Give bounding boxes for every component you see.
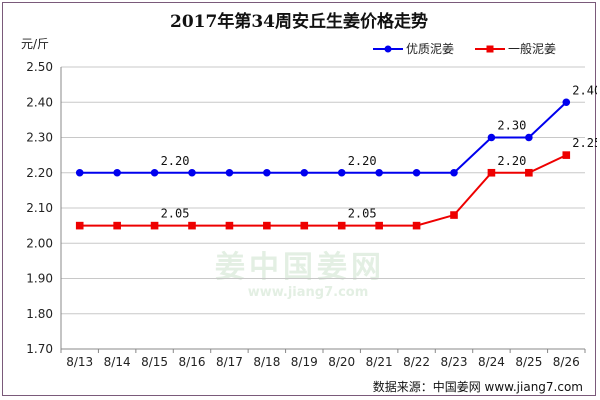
data-point [75,168,84,177]
data-point [450,168,458,177]
y-axis: 1.70 1.80 1.90 2.00 2.10 2.20 2.30 2.40 2.50 [26,60,62,356]
data-point [412,168,421,177]
x-tick-label: 8/21 [366,355,393,369]
data-point [450,211,458,219]
y-tick-label: 2.50 [26,60,53,74]
watermark-url: www.jiang7.com [248,285,369,300]
data-point [225,221,234,230]
x-tick-label: 8/13 [66,355,93,369]
y-gridlines [61,66,585,350]
y-tick-label: 1.90 [26,272,53,286]
x-tick-label: 8/20 [328,355,355,369]
data-point [150,221,159,230]
x-tick-label: 8/25 [515,355,542,369]
data-label: 2.20 [161,154,190,168]
data-point [562,98,571,107]
data-point [263,168,271,177]
legend: 优质泥姜 一般泥姜 [373,41,556,56]
x-tick-label: 8/18 [253,355,280,369]
x-tick-label: 8/24 [478,355,505,369]
legend-marker-regular [486,45,494,53]
data-label: 2.30 [497,119,526,133]
data-point [525,168,533,177]
chart-title: 2017年第34周安丘生姜价格走势 [170,11,428,32]
data-source: 数据来源：中国姜网 www.jiang7.com [373,379,583,394]
chart-frame: 2017年第34周安丘生姜价格走势 元/斤 优质泥姜 一般泥姜 姜中国姜网 ww… [2,2,597,396]
x-tick-label: 8/14 [104,355,131,369]
data-label: 2.25 [572,136,597,150]
data-point [487,168,496,177]
x-tick-label: 8/23 [441,355,468,369]
data-point [75,221,84,230]
x-tick-label: 8/19 [291,355,318,369]
data-point [562,151,571,159]
x-tick-label: 8/22 [403,355,430,369]
data-point [375,168,383,177]
data-point [300,221,309,230]
x-tick-label: 8/17 [216,355,243,369]
data-point [188,221,196,230]
data-label: 2.05 [161,207,190,221]
data-point [113,168,121,177]
y-axis-unit: 元/斤 [21,37,49,51]
series-line-premium [79,101,567,174]
x-axis: 8/13 8/14 8/15 8/16 8/17 8/18 8/19 8/20 8/21 8/22… [60,348,586,369]
y-tick-label: 2.00 [26,236,53,250]
data-point [375,221,383,230]
data-point [412,221,421,230]
data-point [150,168,159,177]
data-point [525,133,533,142]
legend-marker-premium [384,45,392,53]
legend-label-regular: 一般泥姜 [508,41,556,56]
y-tick-label: 2.40 [26,95,53,109]
y-tick-label: 2.30 [26,131,53,145]
watermark-logo-text: 姜中国姜网 [215,250,385,285]
y-tick-label: 1.80 [26,307,53,321]
watermark: 姜中国姜网 www.jiang7.com [215,250,385,300]
x-tick-label: 8/16 [179,355,206,369]
data-point [113,221,121,230]
line-chart: 2017年第34周安丘生姜价格走势 元/斤 优质泥姜 一般泥姜 姜中国姜网 ww… [21,11,597,394]
data-label: 2.20 [348,154,377,168]
data-point [487,133,496,142]
plot-area: 2.20 2.20 2.30 2.40 2.05 2.05 2.20 2.25 [75,83,597,230]
data-point [337,168,346,177]
data-point [337,221,346,230]
y-tick-label: 1.70 [26,342,53,356]
data-point [188,168,196,177]
x-tick-label: 8/26 [553,355,580,369]
y-tick-label: 2.10 [26,201,53,215]
series-line-regular [79,154,567,227]
y-tick-label: 2.20 [26,166,53,180]
legend-label-premium: 优质泥姜 [406,42,454,56]
x-tick-label: 8/15 [141,355,168,369]
data-point [263,221,271,230]
data-point [300,168,309,177]
data-label: 2.05 [348,207,377,221]
data-label: 2.40 [572,83,597,97]
data-point [225,168,234,177]
data-label: 2.20 [497,154,526,168]
